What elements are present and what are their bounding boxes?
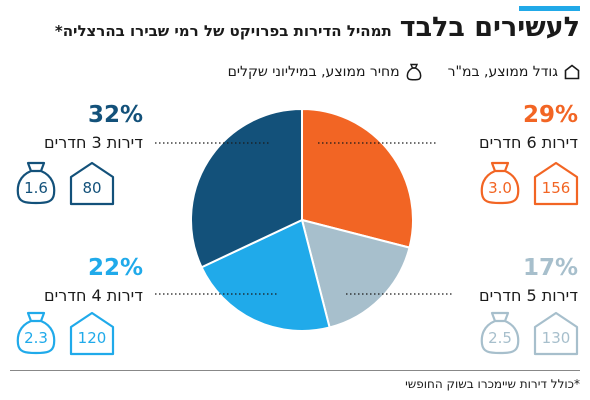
chart-title: לעשירים בלבד תמהיל הדירות בפרויקט של רמי… (55, 12, 580, 43)
money-bag-icon (16, 311, 56, 355)
percent-label: 29% (522, 102, 578, 128)
percent-label: 17% (522, 255, 578, 281)
money-bag-icon (480, 311, 520, 355)
size-value: 156 (542, 179, 571, 197)
pie-slice-5rooms (300, 218, 411, 329)
legend-size-label: גודל ממוצע, במ"ר (447, 64, 558, 80)
size-value: 130 (542, 329, 571, 347)
house-icon (564, 64, 580, 80)
segment-3rooms: 32% דירות 3 חדרים (44, 104, 143, 151)
money-bag-icon (480, 161, 520, 205)
house-icon (533, 311, 579, 356)
icons-6rooms: 3.0 156 (480, 161, 579, 206)
legend-price: מחיר ממוצע, במיליוני שקלים (228, 63, 422, 81)
pie-slice-6rooms (301, 107, 414, 249)
price-value: 3.0 (488, 179, 512, 197)
size-value: 80 (82, 179, 101, 197)
pie-chart (190, 107, 414, 332)
price-value: 1.6 (24, 179, 48, 197)
icons-5rooms: 2.5 130 (480, 311, 579, 356)
icons-3rooms: 1.6 80 (16, 161, 115, 206)
money-bag-icon (406, 63, 421, 81)
legend-price-label: מחיר ממוצע, במיליוני שקלים (227, 64, 400, 80)
rooms-label: דירות 4 חדרים (44, 286, 143, 305)
footnote-divider (10, 370, 580, 371)
footnote: *כולל דירות שיימכרו בשוק החופשי (405, 377, 580, 391)
icons-4rooms: 2.3 120 (16, 311, 115, 356)
house-icon (69, 161, 115, 206)
legend-size: גודל ממוצע, במ"ר (448, 64, 580, 80)
rooms-label: דירות 6 חדרים (479, 133, 578, 152)
title-subtitle: תמהיל הדירות בפרויקט של רמי שבירו בהרצלי… (54, 22, 392, 40)
segment-5rooms: 17% דירות 5 חדרים (479, 257, 578, 304)
price-value: 2.5 (488, 329, 512, 347)
rooms-label: דירות 5 חדרים (479, 286, 578, 305)
money-bag-icon (16, 161, 56, 205)
percent-label: 22% (87, 255, 143, 281)
house-icon (533, 161, 579, 206)
pie-slice-3rooms (190, 107, 303, 269)
title-main: לעשירים בלבד (399, 12, 580, 43)
price-value: 2.3 (24, 329, 48, 347)
legend: גודל ממוצע, במ"ר מחיר ממוצע, במיליוני שק… (202, 63, 580, 81)
pie-slice-4rooms (200, 218, 331, 332)
accent-bar (519, 6, 580, 11)
segment-6rooms: 29% דירות 6 חדרים (479, 104, 578, 151)
percent-label: 32% (87, 102, 143, 128)
segment-4rooms: 22% דירות 4 חדרים (44, 257, 143, 304)
rooms-label: דירות 3 חדרים (44, 133, 143, 152)
house-icon (69, 311, 115, 356)
size-value: 120 (78, 329, 107, 347)
